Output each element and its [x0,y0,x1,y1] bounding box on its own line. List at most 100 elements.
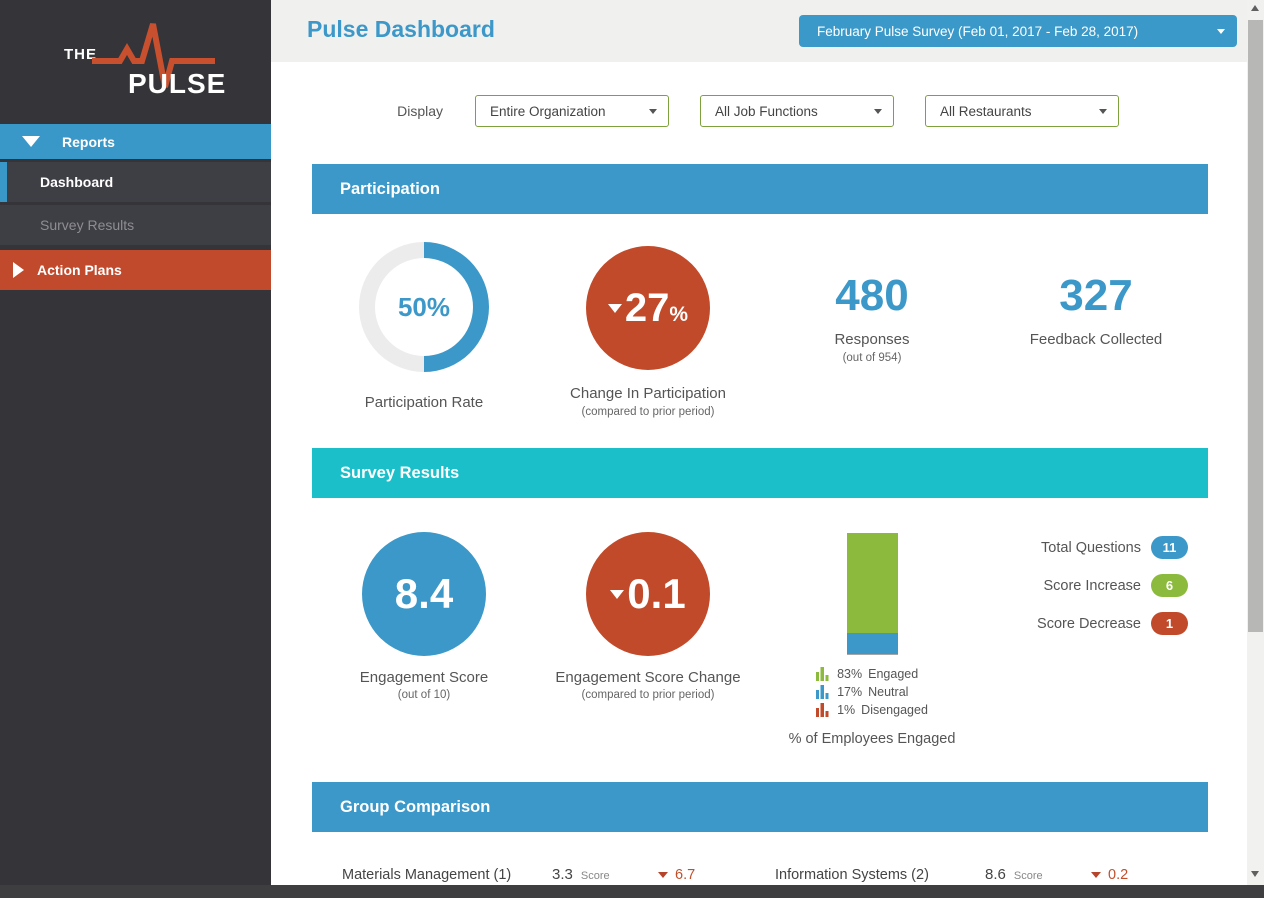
stat-score-increase: Score Increase 6 [1043,574,1188,597]
filter-row: Display Entire Organization All Job Func… [312,95,1208,127]
section-title: Participation [340,179,440,198]
vertical-scrollbar[interactable] [1247,0,1264,885]
arrow-down-icon [1091,871,1101,878]
sidebar-item-label: Action Plans [37,262,122,278]
stat-badge: 1 [1151,612,1188,635]
engagement-breakdown-metric: 83% Engaged 17% Neutral 1% [760,498,984,750]
stat-label: Total Questions [1041,539,1141,556]
score-value: 8.6 [985,866,1006,883]
chevron-down-icon [874,108,882,114]
group-item: Information Systems (2) 8.6 Score 0.2 [775,866,1208,883]
display-label: Display [397,103,443,119]
vertical-scrollbar-thumb[interactable] [1248,20,1263,632]
scroll-up-arrow-icon[interactable] [1251,5,1259,11]
legend-label: Engaged [868,667,919,681]
survey-period-value: February Pulse Survey (Feb 01, 2017 - Fe… [817,23,1139,39]
sidebar-item-label: Survey Results [40,217,135,233]
participation-section-header: Participation [312,164,1208,214]
participation-rate-metric: 50% Participation Rate [312,214,536,418]
metric-label: Participation Rate [364,394,484,411]
participation-rate-value: 50% [397,291,451,322]
horizontal-scrollbar[interactable] [0,885,1264,898]
bar-chart-icon [816,685,829,699]
restaurants-value: All Restaurants [940,103,1032,119]
group-score: 8.6 Score [985,866,1091,883]
arrow-down-icon [610,589,625,599]
job-functions-dropdown[interactable]: All Job Functions [700,95,894,127]
legend-item-engaged: 83% Engaged [816,667,928,681]
metric-sublabel: (out of 10) [397,689,451,701]
bar-segment-neutral [846,633,898,654]
survey-period-dropdown[interactable]: February Pulse Survey (Feb 01, 2017 - Fe… [799,15,1237,47]
job-functions-value: All Job Functions [715,103,818,119]
sidebar-item-action-plans[interactable]: Action Plans [0,250,271,290]
score-unit: Score [1013,870,1043,882]
change-value: 6.7 [675,866,696,883]
group-comparison-row: Materials Management (1) 3.3 Score 6.7 I… [312,866,1208,883]
stat-label: Score Increase [1043,577,1141,594]
score-change-metric: 0.1 Engagement Score Change (compared to… [536,498,760,750]
legend-item-neutral: 17% Neutral [816,685,928,699]
organization-dropdown[interactable]: Entire Organization [475,95,669,127]
participation-change-value: 27 [624,286,670,330]
metric-label: Responses [834,331,910,348]
group-name: Information Systems (2) [775,866,929,883]
restaurants-dropdown[interactable]: All Restaurants [925,95,1119,127]
legend-item-disengaged: 1% Disengaged [816,703,928,717]
pulse-waveform-icon [92,23,215,88]
engagement-score-circle: 8.4 [362,532,486,656]
metric-label: Feedback Collected [1029,331,1163,348]
chevron-down-icon [1099,108,1107,114]
sidebar-item-dashboard[interactable]: Dashboard [0,162,271,202]
scroll-down-arrow-icon[interactable] [1251,871,1259,877]
metric-sublabel: (compared to prior period) [581,406,715,418]
stat-score-decrease: Score Decrease 1 [1037,612,1188,635]
logo-pulse-label: PULSE [128,68,227,99]
group-change: 6.7 [658,867,695,883]
app-logo: THE PULSE [0,0,271,124]
bar-chart-icon [816,703,829,717]
legend-percent: 1% [837,703,856,717]
organization-value: Entire Organization [490,103,606,119]
participation-change-metric: 27 % Change In Participation (compared t… [536,214,760,418]
bar-segment-engaged [846,533,898,634]
logo-the-label: THE [64,46,97,63]
responses-metric: 480 Responses (out of 954) [760,214,984,418]
arrow-down-icon [658,871,668,878]
sidebar-item-reports[interactable]: Reports [0,124,271,159]
metric-label: Change In Participation [570,385,726,402]
dashboard-content: Display Entire Organization All Job Func… [271,95,1208,883]
feedback-metric: 327 Feedback Collected [984,214,1208,418]
arrow-down-icon [607,303,622,313]
survey-stats: Total Questions 11 Score Increase 6 Scor… [984,498,1208,750]
survey-results-section-header: Survey Results [312,448,1208,498]
page-title: Pulse Dashboard [307,16,495,42]
sidebar-item-survey-results[interactable]: Survey Results [0,205,271,245]
group-comparison-section-header: Group Comparison [312,782,1208,832]
stat-label: Score Decrease [1037,615,1141,632]
engagement-score-metric: 8.4 Engagement Score (out of 10) [312,498,536,750]
participation-donut: 50% [359,242,489,372]
bar-caption: % of Employees Engaged [788,731,956,747]
chevron-down-icon [1217,28,1225,34]
responses-value: 480 [835,271,909,320]
legend-percent: 83% [837,667,863,681]
stat-badge: 11 [1151,536,1188,559]
engagement-score-value: 8.4 [394,570,454,617]
group-item: Materials Management (1) 3.3 Score 6.7 [342,866,775,883]
main-area: Pulse Dashboard February Pulse Survey (F… [271,0,1264,898]
top-bar: Pulse Dashboard February Pulse Survey (F… [271,0,1264,62]
sidebar: THE PULSE Reports Dashboard Survey Resul… [0,0,271,885]
legend-label: Neutral [868,685,909,699]
survey-metrics: 8.4 Engagement Score (out of 10) 0.1 Eng… [312,498,1208,750]
participation-change-circle: 27 % [586,246,710,370]
stat-total-questions: Total Questions 11 [1041,536,1188,559]
bar-segment-disengaged [846,653,898,655]
metric-label: Engagement Score [359,669,489,686]
participation-metrics: 50% Participation Rate 27 % Change In Pa… [312,214,1208,418]
sidebar-item-label: Dashboard [40,174,114,190]
participation-change-unit: % [669,303,689,326]
engagement-legend: 83% Engaged 17% Neutral 1% [816,667,928,717]
section-title: Group Comparison [340,797,491,816]
sidebar-item-label: Reports [62,133,115,150]
